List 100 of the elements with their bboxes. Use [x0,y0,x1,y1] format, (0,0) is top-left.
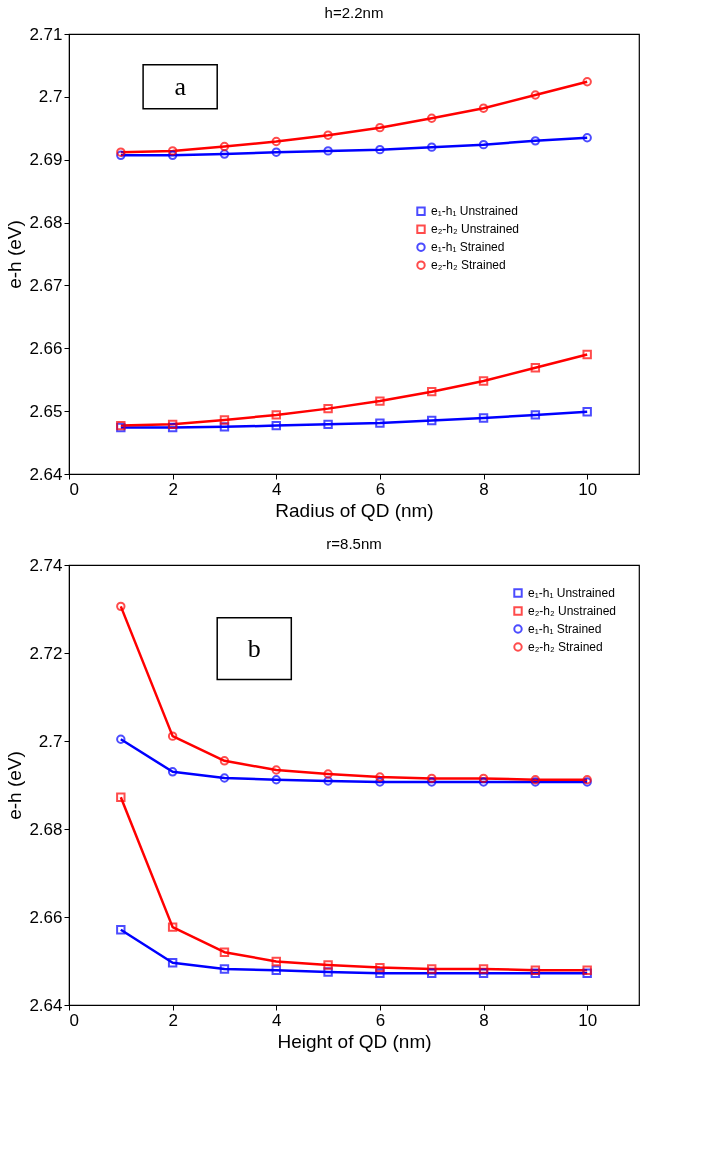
legend-label: e₂-h₂ Unstrained [431,222,520,237]
point [478,103,489,113]
point [375,418,385,428]
y-tick-label: 2.68 [29,819,63,839]
point [427,386,437,397]
legend-label: e₂-h₂ Unstrained [528,604,617,618]
point [478,968,489,979]
point [271,147,281,157]
x-tick-label: 8 [479,479,489,499]
point [427,777,437,787]
point [530,90,541,100]
x-axis-title: Height of QD (nm) [277,1030,432,1052]
point [478,777,489,787]
point [323,419,333,430]
legend-label: e₁-h₁ Unstrained [431,204,518,219]
point [582,349,592,360]
x-tick-label: 8 [479,1010,489,1030]
point [530,136,541,146]
y-tick-label: 2.67 [29,275,63,295]
y-tick-label: 2.64 [29,464,63,484]
legend-label: e₁-h₁ Unstrained [528,586,615,600]
annotation: a [174,71,187,101]
point [323,769,333,779]
point [582,407,592,417]
y-tick-label: 2.71 [29,24,63,44]
x-tick-label: 2 [168,479,178,499]
point [427,773,437,784]
point [219,773,230,783]
point [323,967,333,977]
point [219,422,230,432]
point [427,113,437,123]
x-tick-label: 2 [168,1010,178,1030]
y-tick-label: 2.66 [29,338,63,358]
y-tick-label: 2.65 [29,401,63,421]
point [375,122,385,133]
y-tick-label: 2.72 [29,643,63,663]
point [582,968,592,979]
legend-label: e₁-h₁ Strained [528,622,602,636]
x-tick-label: 6 [375,479,386,499]
point [530,965,541,975]
annotation: b [247,633,261,663]
legend-label: e₂-h₂ Strained [528,640,603,654]
point [375,777,385,787]
point [271,965,281,975]
point [219,141,230,152]
x-axis-title: Radius of QD (nm) [275,499,434,521]
point [478,139,489,150]
point [323,146,333,156]
point [582,965,592,975]
x-tick-label: 0 [69,1010,79,1030]
point [375,144,385,155]
y-tick-label: 2.66 [29,907,63,927]
y-tick-label: 2.7 [38,87,63,107]
point [116,792,126,803]
point [478,964,489,974]
point [167,150,178,161]
x-tick-label: 6 [375,1010,386,1030]
point [375,396,385,406]
point [375,962,385,973]
point [219,149,230,159]
point [530,968,541,979]
point [167,958,178,968]
legend-label: e₁-h₁ Strained [431,240,505,255]
y-axis-title: e-h (eV) [4,751,26,820]
point [219,947,230,957]
point [427,142,437,152]
point [167,731,178,741]
point [271,420,281,431]
y-tick-label: 2.7 [38,731,63,751]
point [478,773,489,784]
y-tick-label: 2.74 [29,555,63,575]
point [478,413,489,423]
x-tick-label: 4 [272,479,282,499]
point [219,415,230,425]
point [427,968,437,979]
chart-title: h=2.2nm [324,4,384,21]
point [219,756,230,766]
point [219,964,230,974]
x-tick-label: 10 [578,479,598,499]
point [271,765,281,775]
point [478,376,489,386]
point [375,968,385,979]
point [427,415,437,426]
point [271,775,281,785]
y-tick-label: 2.68 [29,213,63,233]
point [323,776,333,786]
x-tick-label: 4 [272,1010,282,1030]
point [323,960,333,970]
point [530,363,541,373]
chart-title: r=8.5nm [326,535,382,552]
point [530,410,541,420]
x-tick-label: 0 [69,479,79,499]
x-tick-label: 10 [578,1010,598,1030]
legend-label: e₂-h₂ Strained [431,258,506,273]
point [323,403,333,414]
point [167,922,178,932]
point [116,925,126,935]
y-tick-label: 2.64 [29,995,63,1015]
point [375,772,385,782]
y-tick-label: 2.69 [29,150,63,170]
